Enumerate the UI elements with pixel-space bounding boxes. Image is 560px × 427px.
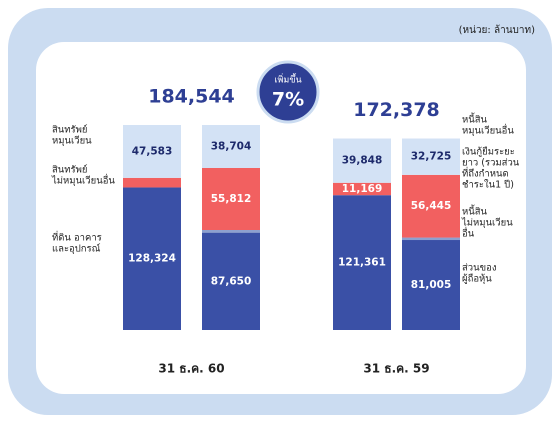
segment-name: หมุนเวียน bbox=[52, 135, 92, 147]
group-label: 31 ธ.ค. 60 bbox=[158, 362, 224, 376]
value-label: 87,650 bbox=[211, 275, 252, 287]
value-label: 11,169 bbox=[342, 183, 383, 195]
segment-name: ยาว (รวมส่วน bbox=[462, 158, 520, 169]
bar-segment bbox=[123, 187, 181, 330]
badge-value: 7% bbox=[272, 89, 304, 111]
segment-name: หนี้สิน bbox=[462, 205, 488, 218]
group-total: 184,544 bbox=[148, 86, 235, 108]
bar-segment bbox=[402, 138, 460, 175]
badge bbox=[256, 60, 320, 124]
bar-segment bbox=[123, 177, 181, 188]
segment-name: หนี้สิน bbox=[462, 113, 488, 126]
bar-segment bbox=[202, 232, 260, 330]
segment-name: สินทรัพย์ bbox=[52, 164, 88, 176]
segment-name: และอุปกรณ์ bbox=[52, 243, 101, 255]
segment-name: ที่ถึงกำหนด bbox=[462, 167, 509, 180]
segment-name: ผู้ถือหุ้น bbox=[462, 274, 492, 285]
bar-segment bbox=[202, 167, 260, 230]
segment-name: ชำระใน1 ปี) bbox=[462, 179, 514, 191]
value-label: 55,812 bbox=[211, 193, 252, 205]
unit-label: (หน่วย: ล้านบาท) bbox=[459, 24, 535, 36]
segment-name: อื่น bbox=[462, 227, 475, 240]
segment-name: เงินกู้ยืมระยะ bbox=[462, 147, 515, 158]
group-label: 31 ธ.ค. 59 bbox=[363, 362, 429, 376]
segment-name: ไม่หมุนเวียน bbox=[461, 217, 513, 229]
segment-name: สินทรัพย์ bbox=[52, 124, 88, 136]
value-label: 56,445 bbox=[411, 200, 452, 212]
segment-name: ส่วนของ bbox=[462, 263, 496, 274]
value-label: 38,704 bbox=[211, 140, 252, 152]
bar-segment bbox=[202, 125, 260, 168]
segment-name: หมุนเวียนอื่น bbox=[462, 124, 514, 137]
value-label: 39,848 bbox=[342, 155, 383, 167]
segment-name: ที่ดิน อาคาร bbox=[52, 231, 102, 244]
bar-segment bbox=[202, 229, 260, 233]
bar-segment bbox=[333, 182, 391, 196]
value-label: 121,361 bbox=[338, 257, 386, 269]
bar-segment bbox=[333, 195, 391, 330]
value-label: 32,725 bbox=[411, 151, 452, 163]
bar-segment bbox=[123, 125, 181, 178]
bar-segment bbox=[402, 240, 460, 330]
segment-name: ไม่หมุนเวียนอื่น bbox=[51, 174, 115, 187]
bar-segment bbox=[333, 138, 391, 183]
value-label: 128,324 bbox=[128, 253, 176, 265]
value-label: 81,005 bbox=[411, 279, 452, 291]
bar-segment bbox=[402, 237, 460, 241]
group-total: 172,378 bbox=[353, 99, 440, 121]
value-label: 47,583 bbox=[132, 145, 173, 157]
bar-segment bbox=[402, 174, 460, 238]
badge-text: เพิ่มขึ้น bbox=[274, 73, 301, 86]
